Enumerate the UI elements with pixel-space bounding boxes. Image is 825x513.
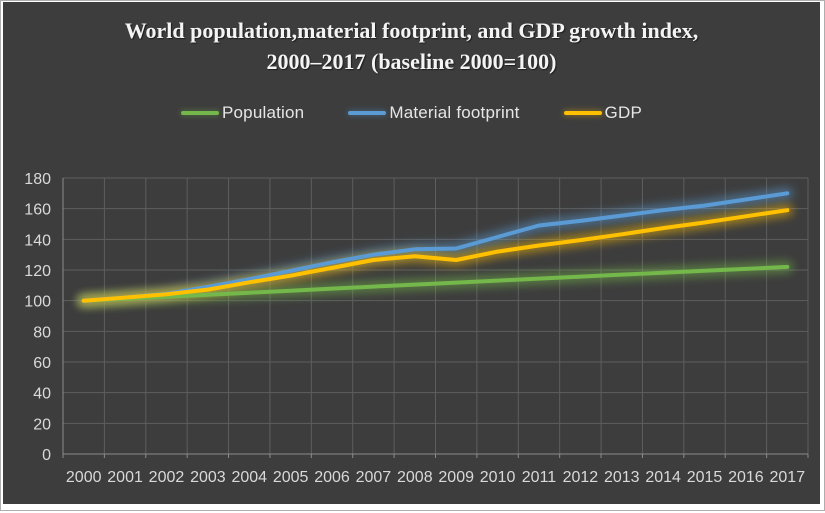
x-axis-tick-label: 2013 <box>604 469 640 486</box>
axes <box>62 178 809 458</box>
y-axis-tick-label: 40 <box>33 386 51 403</box>
y-axis-tick-label: 100 <box>24 294 51 311</box>
y-axis-tick-label: 120 <box>24 263 51 280</box>
y-axis-tick-label: 140 <box>24 232 51 249</box>
x-axis-tick-label: 2009 <box>438 469 474 486</box>
y-axis-tick-label: 180 <box>24 171 51 188</box>
material-footprint-line <box>81 191 790 303</box>
x-axis-tick-label: 2015 <box>687 469 723 486</box>
population-line <box>81 264 790 303</box>
legend-label-population: Population <box>221 103 305 122</box>
x-axis-tick-label: 2012 <box>563 469 599 486</box>
x-axis-tick-label: 2005 <box>273 469 309 486</box>
chart-canvas: World population,material footprint, and… <box>3 2 820 504</box>
legend-item-gdp: GDP <box>563 103 642 123</box>
legend-item-population: Population <box>180 103 305 123</box>
material-footprint-line-swatch-icon <box>348 111 387 115</box>
x-axis-tick-label: 2010 <box>480 469 516 486</box>
x-axis-tick-label: 2008 <box>397 469 433 486</box>
x-axis-tick-label: 2014 <box>645 469 681 486</box>
legend-item-material-footprint: Material footprint <box>348 103 519 123</box>
y-axis-tick-label: 0 <box>42 447 51 464</box>
legend: Population Material footprint GDP <box>3 103 820 123</box>
x-axis-tick-label: 2007 <box>356 469 392 486</box>
x-axis-tick-label: 2006 <box>314 469 350 486</box>
x-axis-tick-label: 2016 <box>728 469 764 486</box>
x-axis-tick-label: 2001 <box>107 469 143 486</box>
gdp-line <box>81 208 790 303</box>
plot-svg: 0 20 40 60 80 100 120 140 160 180 2000 2001 2002 2003… <box>24 171 809 486</box>
legend-label-material-footprint: Material footprint <box>389 103 520 122</box>
y-axis-tick-label: 60 <box>33 355 51 372</box>
gdp-line-swatch-icon <box>563 111 602 115</box>
x-axis-tick-label: 2011 <box>522 469 557 486</box>
y-axis-tick-label: 20 <box>33 416 51 433</box>
x-axis-tick-label: 2017 <box>770 469 806 486</box>
y-axis-tick-label: 160 <box>24 202 51 219</box>
x-axis-tick-label: 2003 <box>190 469 226 486</box>
y-axis-tick-label: 80 <box>33 324 51 341</box>
legend-label-gdp: GDP <box>604 103 642 122</box>
x-axis-tick-label: 2002 <box>149 469 185 486</box>
x-axis-tick-label: 2000 <box>66 469 102 486</box>
x-axis-tick-label: 2004 <box>231 469 267 486</box>
chart-title: World population,material footprint, and… <box>124 18 699 74</box>
axis-labels: 0 20 40 60 80 100 120 140 160 180 2000 2001 2002 2003… <box>24 171 805 486</box>
population-line-swatch-icon <box>180 111 219 115</box>
